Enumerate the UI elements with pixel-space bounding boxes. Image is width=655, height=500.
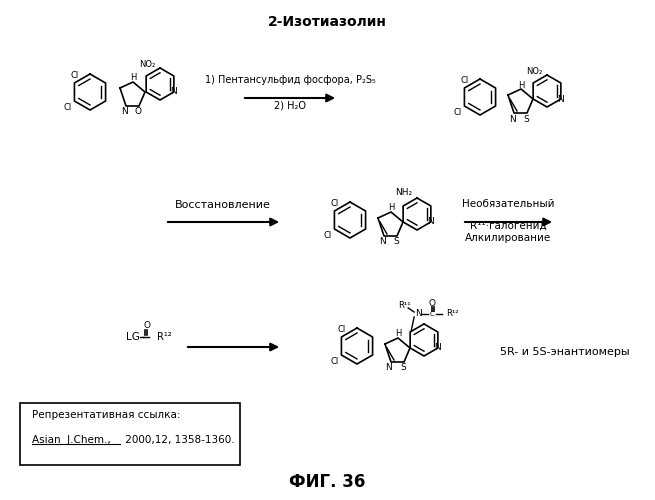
Text: 2) H₂O: 2) H₂O	[274, 100, 306, 110]
Text: Cl: Cl	[63, 103, 71, 112]
Text: 2000,12, 1358-1360.: 2000,12, 1358-1360.	[122, 435, 234, 445]
Bar	[20, 403, 240, 465]
Text: 2-Изотиазолин: 2-Изотиазолин	[267, 15, 386, 29]
Text: Asian  J.Chem.,: Asian J.Chem.,	[32, 435, 111, 445]
Text: Cl: Cl	[453, 108, 461, 117]
Text: H: H	[518, 80, 524, 90]
Text: H: H	[388, 204, 394, 212]
Text: N: N	[170, 88, 178, 96]
Text: N: N	[428, 218, 434, 226]
Text: Восстановление: Восстановление	[175, 200, 271, 210]
Text: Cl: Cl	[337, 325, 346, 334]
Text: ФИГ. 36: ФИГ. 36	[289, 473, 365, 491]
Text: O: O	[428, 298, 436, 308]
Text: H: H	[395, 330, 401, 338]
Text: R¹²: R¹²	[157, 332, 172, 342]
Text: 5R- и 5S-энантиомеры: 5R- и 5S-энантиомеры	[500, 347, 630, 357]
Text: N: N	[434, 344, 441, 352]
Text: O: O	[143, 320, 151, 330]
Text: C: C	[430, 311, 434, 317]
Text: Cl: Cl	[330, 199, 339, 208]
Text: R¹¹·галогенид: R¹¹·галогенид	[470, 221, 546, 231]
Text: NO₂: NO₂	[526, 67, 542, 76]
Text: Необязательный: Необязательный	[462, 199, 554, 209]
Text: R¹²: R¹²	[446, 310, 458, 318]
Text: Cl: Cl	[330, 357, 339, 366]
Text: Алкилирование: Алкилирование	[465, 233, 551, 243]
Text: LG: LG	[126, 332, 140, 342]
Text: Репрезентативная ссылка:: Репрезентативная ссылка:	[32, 410, 181, 420]
Text: Cl: Cl	[323, 231, 331, 240]
Text: Cl: Cl	[460, 76, 468, 85]
Text: N: N	[379, 238, 385, 246]
Text: N: N	[557, 94, 564, 104]
Text: O: O	[134, 106, 141, 116]
Text: S: S	[523, 114, 529, 124]
Text: S: S	[393, 238, 399, 246]
Text: H: H	[130, 74, 136, 82]
Text: Cl: Cl	[70, 71, 79, 80]
Text: N: N	[415, 310, 422, 318]
Text: 1) Пентансульфид фосфора, P₂S₅: 1) Пентансульфид фосфора, P₂S₅	[204, 75, 375, 85]
Text: S: S	[400, 364, 406, 372]
Text: NO₂: NO₂	[139, 60, 155, 69]
Text: N: N	[509, 114, 515, 124]
Text: N: N	[121, 106, 127, 116]
Text: N: N	[386, 364, 392, 372]
Text: NH₂: NH₂	[396, 188, 413, 197]
Text: R¹¹: R¹¹	[398, 302, 411, 310]
